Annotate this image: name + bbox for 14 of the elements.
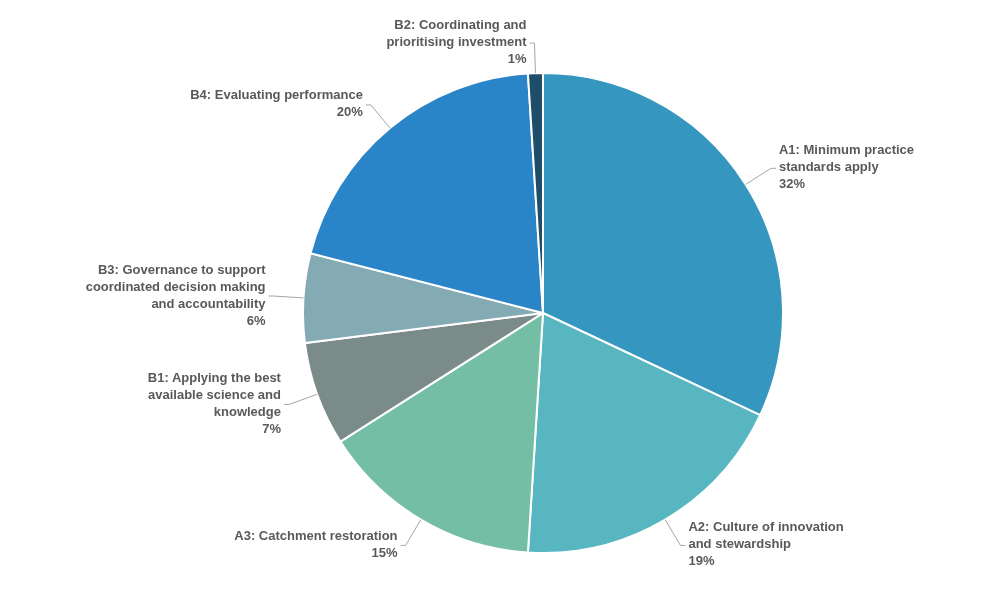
slice-label: A2: Culture of innovation and stewardship [688, 519, 844, 552]
data-label: 7% [262, 421, 282, 437]
data-label: 15% [371, 545, 398, 561]
slice-label: B2: Coordinating and prioritising investment [386, 17, 528, 50]
data-label: 20% [336, 104, 364, 120]
data-label: 1% [507, 51, 527, 67]
slice-label: B4: Evaluating performance [190, 87, 363, 103]
data-label: 32% [778, 176, 806, 192]
slice-label: B1: Applying the best available science and knowledge [147, 370, 282, 420]
data-label: 6% [246, 312, 266, 328]
slice-label: B3: Governance to support coordinated decision making and accountability [85, 261, 267, 311]
data-label: 19% [688, 553, 715, 569]
slice-label: A3: Catchment restoration [234, 528, 398, 544]
slice-label: A1: Minimum practice standards apply [778, 142, 915, 175]
